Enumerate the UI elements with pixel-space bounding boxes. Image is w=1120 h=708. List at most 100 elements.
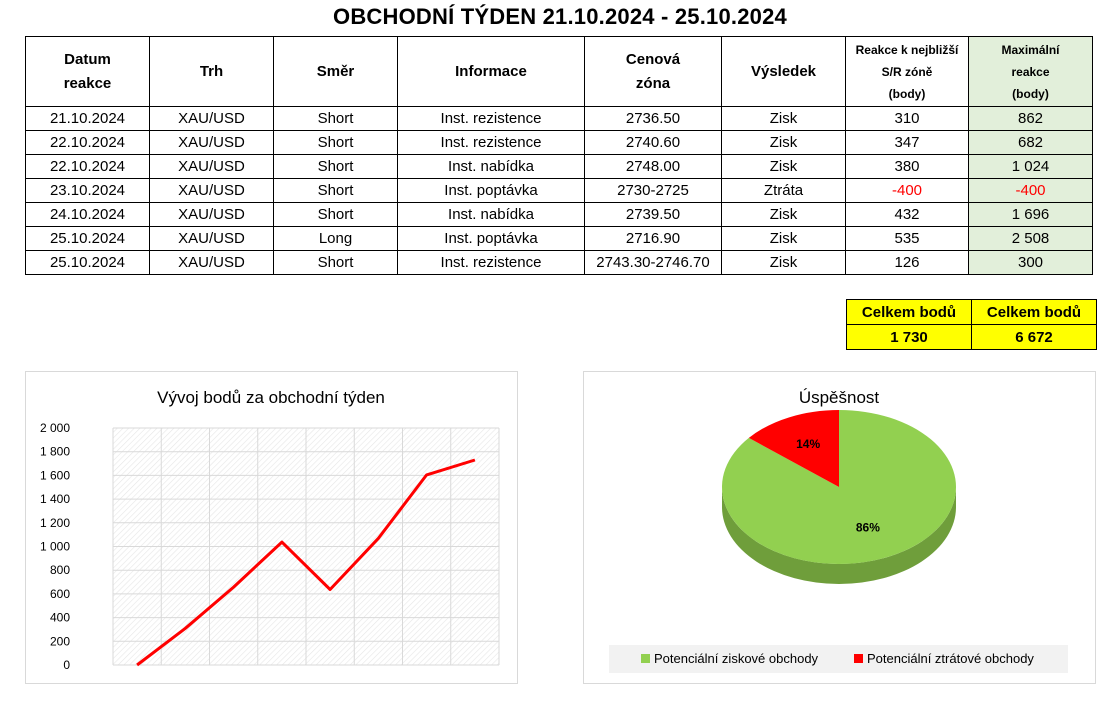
header-date: Datum reakce <box>25 36 150 107</box>
pie-chart-svg: Úspěšnost 86% 14% Potenciální ziskové obc… <box>609 388 1068 673</box>
cell-zone: 2736.50 <box>584 106 722 131</box>
cell-direction: Short <box>273 106 398 131</box>
cell-reaction: -400 <box>845 178 969 203</box>
cell-direction: Short <box>273 202 398 227</box>
pie-chart-title: Úspěšnost <box>799 388 880 407</box>
cell-date: 25.10.2024 <box>25 250 150 275</box>
header-info: Informace <box>397 36 585 107</box>
y-tick-label: 1 400 <box>40 492 70 506</box>
pie-legend: Potenciální ziskové obchody Potenciální … <box>641 651 1034 666</box>
cell-result: Zisk <box>721 130 846 155</box>
cell-market: XAU/USD <box>149 202 274 227</box>
table-row: 25.10.2024 XAU/USD Short Inst. rezistence 27… <box>25 250 1093 275</box>
cell-market: XAU/USD <box>149 178 274 203</box>
line-chart: Vývoj bodů za obchodní týden 0 200 400 600 8… <box>25 371 518 684</box>
cell-zone: 2739.50 <box>584 202 722 227</box>
pie-chart: Úspěšnost 86% 14% Potenciální ziskové obc… <box>583 371 1096 684</box>
cell-max: 1 024 <box>968 154 1093 179</box>
cell-date: 21.10.2024 <box>25 106 150 131</box>
header-max-reaction: Maximální reakce (body) <box>968 36 1093 107</box>
cell-reaction: 347 <box>845 130 969 155</box>
cell-zone: 2748.00 <box>584 154 722 179</box>
y-tick-label: 1 600 <box>40 468 70 482</box>
pie-side <box>722 487 956 584</box>
cell-info: Inst. poptávka <box>397 178 585 203</box>
cell-max: 300 <box>968 250 1093 275</box>
cell-info: Inst. nabídka <box>397 202 585 227</box>
total-label-1: Celkem bodů <box>846 299 972 325</box>
y-tick-label: 600 <box>50 587 70 601</box>
y-tick-label: 400 <box>50 611 70 625</box>
table-row: 23.10.2024 XAU/USD Short Inst. poptávka 2730… <box>25 178 1093 203</box>
line-chart-svg: Vývoj bodů za obchodní týden 0 200 400 600 8… <box>40 388 500 672</box>
y-tick-label: 1 200 <box>40 516 70 530</box>
total-value-2: 6 672 <box>971 324 1097 350</box>
trades-table: Datum reakce Trh Směr Informace Cenová zón… <box>25 36 1093 275</box>
cell-reaction: 126 <box>845 250 969 275</box>
cell-direction: Short <box>273 178 398 203</box>
cell-market: XAU/USD <box>149 226 274 251</box>
cell-info: Inst. nabídka <box>397 154 585 179</box>
cell-direction: Short <box>273 130 398 155</box>
header-zone: Cenová zóna <box>584 36 722 107</box>
pie-label-loss: 14% <box>796 437 820 451</box>
cell-max: 2 508 <box>968 226 1093 251</box>
cell-direction: Long <box>273 226 398 251</box>
y-tick-label: 1 000 <box>40 540 70 554</box>
pie-label-profit: 86% <box>856 520 880 534</box>
cell-info: Inst. poptávka <box>397 226 585 251</box>
y-tick-label: 800 <box>50 563 70 577</box>
legend-label-profit: Potenciální ziskové obchody <box>654 651 819 666</box>
legend-swatch-loss <box>854 654 863 663</box>
legend-label-loss: Potenciální ztrátové obchody <box>867 651 1034 666</box>
y-tick-label: 200 <box>50 634 70 648</box>
line-chart-title: Vývoj bodů za obchodní týden <box>157 388 385 407</box>
cell-result: Zisk <box>721 154 846 179</box>
cell-direction: Short <box>273 154 398 179</box>
y-tick-label: 0 <box>63 658 70 672</box>
cell-info: Inst. rezistence <box>397 106 585 131</box>
header-result: Výsledek <box>721 36 846 107</box>
cell-max: 862 <box>968 106 1093 131</box>
cell-market: XAU/USD <box>149 106 274 131</box>
cell-info: Inst. rezistence <box>397 130 585 155</box>
cell-result: Zisk <box>721 250 846 275</box>
legend-swatch-profit <box>641 654 650 663</box>
header-reaction: Reakce k nejbližší S/R zóně (body) <box>845 36 969 107</box>
cell-reaction: 535 <box>845 226 969 251</box>
header-direction: Směr <box>273 36 398 107</box>
cell-date: 23.10.2024 <box>25 178 150 203</box>
cell-reaction: 380 <box>845 154 969 179</box>
header-market: Trh <box>149 36 274 107</box>
cell-market: XAU/USD <box>149 154 274 179</box>
table-row: 22.10.2024 XAU/USD Short Inst. nabídka 2748.… <box>25 154 1093 179</box>
y-tick-label: 2 000 <box>40 421 70 435</box>
pie-legend-bg <box>609 645 1068 673</box>
cell-zone: 2730-2725 <box>584 178 722 203</box>
totals-table: Celkem bodů Celkem bodů 1 730 6 672 <box>846 299 1097 350</box>
cell-max: 1 696 <box>968 202 1093 227</box>
cell-result: Zisk <box>721 202 846 227</box>
cell-date: 22.10.2024 <box>25 154 150 179</box>
cell-info: Inst. rezistence <box>397 250 585 275</box>
cell-max: -400 <box>968 178 1093 203</box>
table-row: 21.10.2024 XAU/USD Short Inst. rezistence 27… <box>25 106 1093 131</box>
cell-result: Ztráta <box>721 178 846 203</box>
table-row: 22.10.2024 XAU/USD Short Inst. rezistence 27… <box>25 130 1093 155</box>
y-tick-label: 1 800 <box>40 445 70 459</box>
cell-direction: Short <box>273 250 398 275</box>
cell-zone: 2716.90 <box>584 226 722 251</box>
cell-date: 25.10.2024 <box>25 226 150 251</box>
total-value-1: 1 730 <box>846 324 972 350</box>
cell-zone: 2740.60 <box>584 130 722 155</box>
cell-date: 22.10.2024 <box>25 130 150 155</box>
cell-result: Zisk <box>721 226 846 251</box>
cell-max: 682 <box>968 130 1093 155</box>
table-row: 25.10.2024 XAU/USD Long Inst. poptávka 2716.… <box>25 226 1093 251</box>
cell-date: 24.10.2024 <box>25 202 150 227</box>
cell-zone: 2743.30-2746.70 <box>584 250 722 275</box>
cell-market: XAU/USD <box>149 130 274 155</box>
cell-market: XAU/USD <box>149 250 274 275</box>
table-row: 24.10.2024 XAU/USD Short Inst. nabídka 2739.… <box>25 202 1093 227</box>
series-line <box>136 458 476 667</box>
